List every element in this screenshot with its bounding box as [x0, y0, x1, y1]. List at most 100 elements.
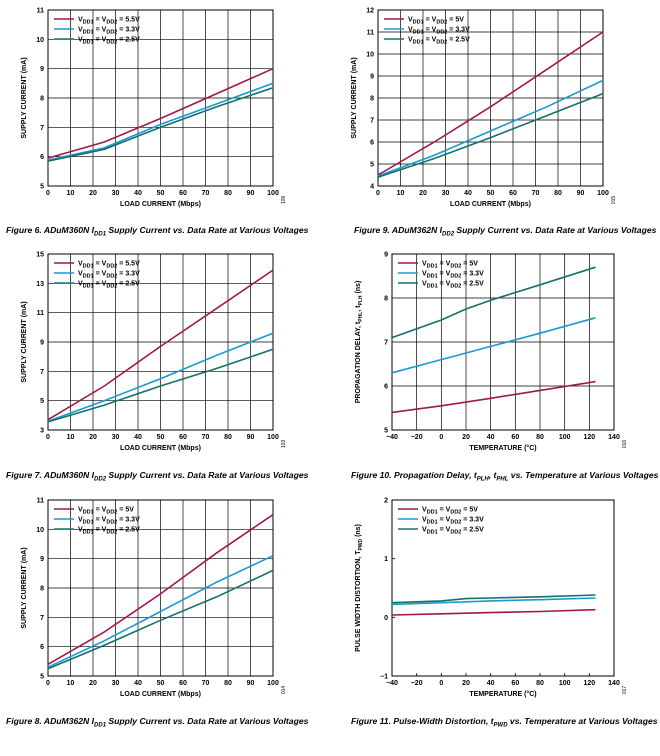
x-tick-label: 20 — [462, 680, 470, 687]
x-tick-label: 120 — [583, 680, 595, 687]
series-line-1 — [47, 67, 274, 159]
caption-fig10: Figure 10. Propagation Delay, tPLH, tPHL… — [351, 470, 659, 483]
x-tick-label: 100 — [597, 190, 609, 197]
y-tick-label: 6 — [40, 644, 44, 651]
x-tick-label: 40 — [134, 680, 142, 687]
legend-label-1: VDD1 = VDD2 = 5.5V — [78, 261, 140, 270]
y-tick-label: 10 — [366, 52, 374, 59]
x-tick-label: 30 — [112, 190, 120, 197]
y-tick-label: 0 — [384, 615, 388, 622]
y-tick-label: 6 — [40, 154, 44, 161]
x-tick-label: 70 — [532, 190, 540, 197]
figure-code: 014 — [281, 686, 287, 695]
x-tick-label: 40 — [134, 190, 142, 197]
x-tick-label: 40 — [464, 190, 472, 197]
x-tick-label: 50 — [487, 190, 495, 197]
chart-fig6: 0 10 20 30 40 50 60 70 80 90 100 5 6 7 8 9 10 11 LOAD CURR… — [21, 8, 287, 209]
x-tick-label: 60 — [509, 190, 517, 197]
x-tick-label: 60 — [511, 434, 519, 441]
x-tick-label: 20 — [419, 190, 427, 197]
y-tick-label: 6 — [384, 384, 388, 391]
plot-frame — [391, 253, 615, 431]
series-line-3 — [391, 266, 596, 339]
y-tick-label: 7 — [370, 118, 374, 125]
figure-code: 103 — [281, 440, 287, 449]
series-line-3 — [47, 86, 274, 162]
series-line-1 — [377, 31, 604, 176]
figure-code: 017 — [622, 686, 628, 695]
y-tick-label: 5 — [384, 428, 388, 435]
series-line-2 — [391, 317, 596, 374]
y-tick-label: 11 — [37, 310, 45, 317]
x-tick-label: 50 — [157, 434, 165, 441]
legend-label-2: VDD1 = VDD2 = 3.3V — [408, 27, 470, 36]
plot-frame — [47, 9, 274, 187]
x-axis-label: TEMPERATURE (°C) — [469, 444, 536, 452]
figure-code: 016 — [622, 440, 628, 449]
x-tick-label: 0 — [439, 680, 443, 687]
x-tick-label: 10 — [67, 190, 75, 197]
x-tick-label: 90 — [577, 190, 585, 197]
x-tick-label: 140 — [608, 434, 620, 441]
plot-frame — [47, 253, 274, 431]
x-tick-label: 10 — [67, 680, 75, 687]
y-tick-label: 1 — [384, 556, 388, 563]
y-tick-label: −1 — [380, 674, 388, 681]
x-tick-label: 40 — [134, 434, 142, 441]
series-line-1 — [391, 380, 596, 414]
y-tick-label: 5 — [40, 674, 44, 681]
caption-fig9: Figure 9. ADuM362N IDD2 Supply Current v… — [354, 225, 657, 238]
y-tick-label: 9 — [40, 340, 44, 347]
x-tick-label: 60 — [511, 680, 519, 687]
x-tick-label: 60 — [179, 680, 187, 687]
x-tick-label: 20 — [89, 680, 97, 687]
x-tick-label: 100 — [559, 680, 571, 687]
x-tick-label: 60 — [179, 434, 187, 441]
y-axis-label: SUPPLY CURRENT (mA) — [21, 57, 28, 138]
chart-fig9: 0 10 20 30 40 50 60 70 80 90 100 4 5 6 7 8 9 10 11 12 LOAD C… — [351, 8, 617, 209]
series-line-3 — [47, 348, 274, 423]
x-tick-label: 10 — [67, 434, 75, 441]
x-tick-label: −40 — [386, 680, 398, 687]
legend-label-3: VDD1 = VDD2 = 2.5V — [78, 37, 140, 46]
x-tick-label: 80 — [224, 434, 232, 441]
x-tick-label: 30 — [442, 190, 450, 197]
y-tick-label: 11 — [37, 8, 45, 15]
legend-label-2: VDD1 = VDD2 = 3.3V — [78, 27, 140, 36]
x-tick-label: −20 — [411, 434, 423, 441]
caption-fig7: Figure 7. ADuM360N IDD2 Supply Current v… — [6, 470, 309, 483]
x-tick-label: 90 — [247, 680, 255, 687]
y-axis-label: SUPPLY CURRENT (mA) — [21, 547, 28, 628]
legend-label-3: VDD1 = VDD2 = 2.5V — [422, 527, 484, 536]
x-tick-label: 0 — [46, 434, 50, 441]
y-tick-label: 8 — [384, 296, 388, 303]
y-tick-label: 7 — [40, 125, 44, 132]
x-tick-label: 70 — [202, 680, 210, 687]
x-tick-label: 0 — [439, 434, 443, 441]
x-tick-label: 70 — [202, 190, 210, 197]
x-tick-label: 40 — [487, 434, 495, 441]
x-tick-label: 20 — [89, 434, 97, 441]
y-tick-label: 4 — [370, 184, 374, 191]
legend-label-3: VDD1 = VDD2 = 2.5V — [78, 281, 140, 290]
x-axis-label: LOAD CURRENT (Mbps) — [120, 201, 201, 208]
y-tick-label: 7 — [40, 369, 44, 376]
y-tick-label: 8 — [40, 586, 44, 593]
chart-fig10: −40 −20 0 20 40 60 80 100 120 140 5 6 7 8 9 TEMPERATURE… — [355, 252, 628, 453]
legend-label-1: VDD1 = VDD2 = 5V — [408, 17, 464, 26]
x-tick-label: 30 — [112, 680, 120, 687]
chart-fig11: −40 −20 0 20 40 60 80 100 120 140 −1 0 1 2 TEMPERATURE… — [355, 498, 628, 699]
x-tick-label: 50 — [157, 680, 165, 687]
y-tick-label: 12 — [366, 8, 374, 15]
y-tick-label: 11 — [37, 498, 45, 505]
plot-frame — [47, 499, 274, 677]
y-tick-label: 2 — [384, 498, 388, 505]
legend-label-2: VDD1 = VDD2 = 3.3V — [78, 517, 140, 526]
x-tick-label: 20 — [89, 190, 97, 197]
legend-label-2: VDD1 = VDD2 = 3.3V — [78, 271, 140, 280]
legend-label-1: VDD1 = VDD2 = 5.5V — [78, 17, 140, 26]
x-tick-label: 30 — [112, 434, 120, 441]
x-tick-label: 100 — [559, 434, 571, 441]
x-tick-label: 80 — [224, 680, 232, 687]
series-line-2 — [377, 79, 604, 177]
